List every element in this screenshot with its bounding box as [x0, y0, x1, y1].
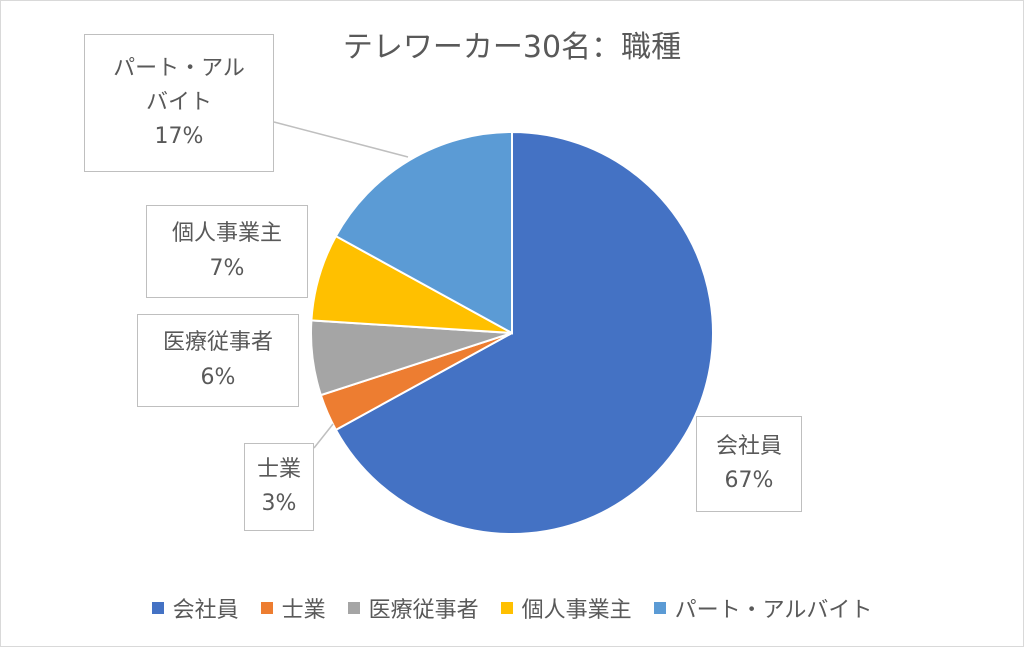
legend-item-licensed: 士業 — [260, 592, 326, 624]
legend-swatch — [260, 602, 273, 614]
callout-self-employed: 個人事業主 7% — [146, 205, 308, 298]
callout-licensed: 士業 3% — [244, 443, 314, 531]
legend-item-part-time: パート・アルバイト — [653, 592, 873, 624]
callout-medical: 医療従事者 6% — [137, 314, 299, 407]
callout-licensed-percent: 3% — [261, 491, 297, 516]
slice-part-time — [334, 130, 513, 335]
legend-swatch — [347, 602, 360, 614]
callout-medical-percent: 6% — [200, 364, 236, 390]
callout-part-time-line1: パート・アル — [113, 55, 245, 81]
chart-legend: 会社員 士業 医療従事者 個人事業主 パート・アルバイト — [0, 592, 1024, 624]
callout-part-time-percent: 17% — [154, 124, 204, 150]
leader-line — [273, 121, 409, 158]
legend-swatch — [653, 602, 666, 614]
legend-label: 会社員 — [172, 598, 239, 623]
legend-swatch — [151, 602, 164, 614]
legend-label: 医療従事者 — [368, 598, 479, 623]
legend-label: 個人事業主 — [521, 598, 632, 623]
callout-company-employee-percent: 67% — [724, 468, 774, 493]
callout-medical-label: 医療従事者 — [162, 330, 273, 356]
callout-company-employee-label: 会社員 — [715, 433, 782, 459]
callout-part-time: パート・アル バイト 17% — [84, 34, 274, 172]
callout-self-employed-percent: 7% — [209, 255, 245, 281]
callout-company-employee: 会社員 67% — [696, 416, 802, 512]
legend-swatch — [500, 602, 513, 614]
legend-label: 士業 — [281, 598, 326, 623]
callout-self-employed-label: 個人事業主 — [171, 221, 282, 247]
legend-item-self-employed: 個人事業主 — [500, 592, 632, 624]
callout-part-time-line2: バイト — [145, 89, 212, 115]
legend-item-medical: 医療従事者 — [347, 592, 479, 624]
legend-label: パート・アルバイト — [674, 598, 873, 623]
callout-licensed-label: 士業 — [256, 456, 301, 482]
leader-line — [313, 423, 334, 449]
chart-title: テレワーカー30名：職種 — [342, 30, 682, 65]
legend-item-company-employee: 会社員 — [151, 592, 239, 624]
slice-company-employee — [334, 130, 714, 535]
